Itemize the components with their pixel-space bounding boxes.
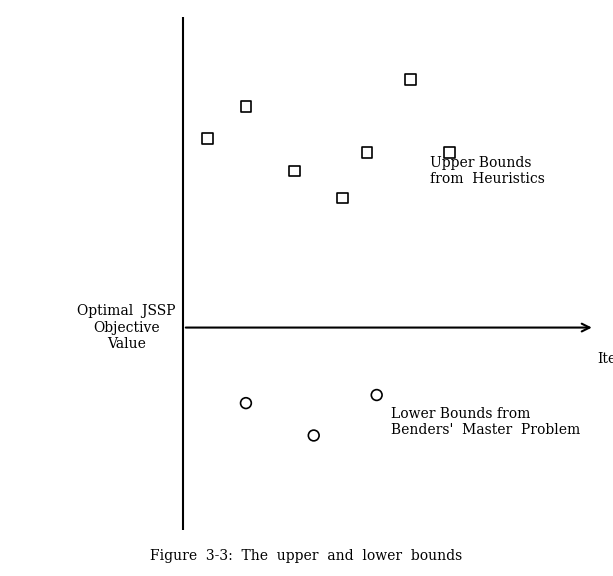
Text: Figure  3-3:  The  upper  and  lower  bounds: Figure 3-3: The upper and lower bounds xyxy=(150,550,463,563)
Point xyxy=(241,102,251,111)
Text: Upper Bounds
from  Heuristics: Upper Bounds from Heuristics xyxy=(430,156,545,186)
Text: Lower Bounds from
Benders'  Master  Problem: Lower Bounds from Benders' Master Proble… xyxy=(391,407,581,437)
Point xyxy=(338,194,348,203)
Point xyxy=(202,134,212,143)
Text: Optimal  JSSP
Objective
Value: Optimal JSSP Objective Value xyxy=(77,304,176,351)
Text: Iterations: Iterations xyxy=(597,352,613,366)
Point xyxy=(371,391,381,400)
Point xyxy=(444,147,454,157)
Point xyxy=(241,399,251,408)
Point xyxy=(309,431,319,440)
Point xyxy=(406,75,416,84)
Point xyxy=(289,166,299,176)
Point xyxy=(362,147,372,157)
